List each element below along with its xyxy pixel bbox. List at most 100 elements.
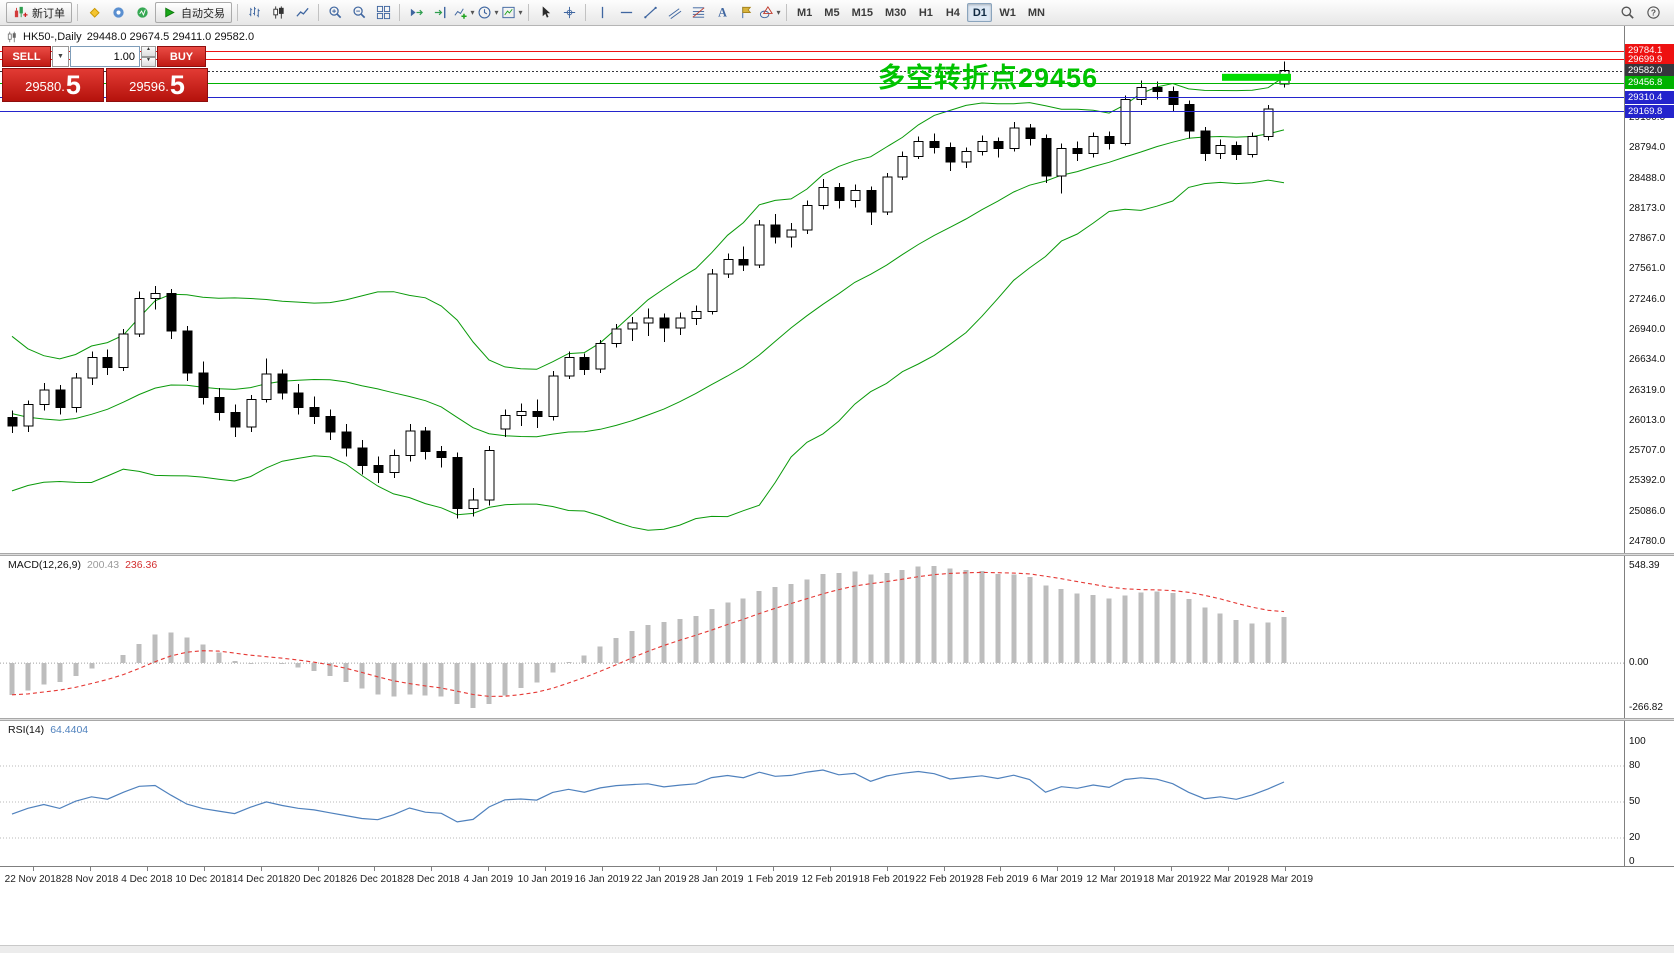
fibo-icon (692, 7, 704, 18)
shift-icon (434, 6, 445, 19)
sell-price[interactable]: 29580. 5 (2, 68, 104, 102)
time-axis-label: 18 Mar 2019 (1143, 874, 1200, 885)
chevron-down-icon: ▼ (57, 53, 64, 60)
zoom-in-icon (328, 6, 341, 19)
main-chart-canvas[interactable] (0, 26, 1624, 553)
sell-price-base: 29580. (25, 79, 65, 94)
time-axis-tick (1114, 867, 1116, 871)
price-axis-label: 26634.0 (1629, 354, 1666, 366)
autotrading-button-label: 自动交易 (181, 7, 225, 20)
price-axis-label: 28794.0 (1629, 142, 1666, 154)
clock-icon (478, 6, 491, 19)
search-icon (1621, 6, 1634, 19)
time-axis-tick (829, 867, 831, 871)
crosshair-button[interactable] (557, 2, 581, 23)
shapes-button[interactable]: ▾ (758, 2, 782, 23)
timeframe-button-mn[interactable]: MN (1027, 6, 1045, 19)
volume-input[interactable] (70, 46, 140, 67)
rsi-canvas[interactable] (0, 721, 1624, 866)
time-axis-label: 22 Feb 2019 (915, 874, 972, 885)
price-axis[interactable]: 29100.028794.028488.028173.027867.027561… (1624, 26, 1674, 553)
order-type-dropdown[interactable]: ▼ (52, 46, 69, 67)
line-chart-button[interactable] (290, 2, 314, 23)
mql-icon (89, 7, 100, 18)
price-tag: 29582.0 (1625, 64, 1674, 78)
signals-icon[interactable] (130, 2, 154, 23)
timeframe-button-m1[interactable]: M1 (797, 6, 813, 19)
trade-widget-controls: SELL ▼ ▲ ▼ BUY (2, 46, 208, 67)
text-button[interactable]: A (710, 2, 734, 23)
candles-icon (272, 6, 284, 19)
channel-button[interactable] (662, 2, 686, 23)
bollinger-lower-band (11, 179, 1285, 531)
search-button[interactable] (1615, 2, 1639, 23)
macd-canvas[interactable] (0, 556, 1624, 718)
horizontal-line-button[interactable] (614, 2, 638, 23)
autotrading-button[interactable]: 自动交易 (155, 2, 232, 23)
timeframe-button-w1[interactable]: W1 (999, 6, 1016, 19)
indicators-button[interactable]: ▾ (452, 2, 476, 23)
macd-scale-bottom: -266.82 (1629, 702, 1663, 713)
time-axis-tick (317, 867, 319, 871)
bar-chart-button[interactable] (242, 2, 266, 23)
pane-splitter[interactable] (0, 553, 1674, 556)
toolbar-separator (318, 4, 319, 21)
vertical-line-button[interactable] (590, 2, 614, 23)
chart-shift-button[interactable] (428, 2, 452, 23)
zoom-out-icon (352, 6, 365, 19)
sell-button[interactable]: SELL (2, 46, 51, 67)
spinner-up-icon[interactable]: ▲ (141, 46, 156, 57)
price-axis-label: 24780.0 (1629, 535, 1666, 547)
macd-pane: MACD(12,26,9) 200.43 236.36 548.39 0.00 -2… (0, 556, 1674, 718)
time-axis-label: 22 Mar 2019 (1200, 874, 1257, 885)
timeframe-button-m15[interactable]: M15 (851, 6, 873, 19)
time-axis-tick (203, 867, 205, 871)
new-order-icon (14, 6, 28, 18)
time-axis-label: 10 Dec 2018 (175, 874, 233, 885)
time-axis-label: 22 Jan 2019 (631, 874, 687, 885)
zoom-out-button[interactable] (347, 2, 371, 23)
timeframe-button-m30[interactable]: M30 (884, 6, 907, 19)
pane-splitter[interactable] (0, 718, 1674, 721)
trendline-button[interactable] (638, 2, 662, 23)
toolbar-separator (786, 4, 787, 21)
text-icon: A (718, 6, 727, 20)
zoom-in-button[interactable] (323, 2, 347, 23)
timeframe-button-d1[interactable]: D1 (967, 3, 993, 22)
time-axis[interactable]: 22 Nov 2018 28 Nov 2018 4 Dec 2018 10 Dec 2… (0, 866, 1674, 892)
new-order-button[interactable]: 新订单 (6, 2, 72, 23)
buy-button[interactable]: BUY (157, 46, 206, 67)
indicators-icon (454, 8, 468, 19)
time-axis-label: 28 Dec 2018 (403, 874, 460, 885)
macd-axis[interactable]: 548.39 0.00 -266.82 (1624, 556, 1674, 718)
time-axis-tick (943, 867, 945, 871)
charts-community-icon[interactable] (106, 2, 130, 23)
symbol-period-label: HK50-,Daily (23, 31, 82, 43)
help-button[interactable]: ? (1641, 2, 1665, 23)
spinner-down-icon[interactable]: ▼ (141, 56, 156, 67)
toolbar-separator (399, 4, 400, 21)
toolbar-separator (528, 4, 529, 21)
timeframe-button-h4[interactable]: H4 (945, 6, 960, 19)
price-tag: 29699.9 (1625, 52, 1674, 66)
buy-price[interactable]: 29596. 5 (106, 68, 208, 102)
templates-button[interactable]: ▾ (500, 2, 524, 23)
periods-button[interactable]: ▾ (476, 2, 500, 23)
play-icon (165, 7, 175, 18)
time-axis-label: 12 Mar 2019 (1086, 874, 1143, 885)
time-axis-tick (545, 867, 547, 871)
rsi-axis[interactable]: 100 80 50 20 0 (1624, 721, 1674, 866)
text-label-button[interactable] (734, 2, 758, 23)
time-axis-label: 6 Mar 2019 (1032, 874, 1083, 885)
cursor-button[interactable] (533, 2, 557, 23)
candle-chart-button[interactable] (266, 2, 290, 23)
tile-windows-button[interactable] (371, 2, 395, 23)
timeframe-button-m5[interactable]: M5 (824, 6, 840, 19)
mql5-market-icon[interactable] (82, 2, 106, 23)
chevron-down-icon: ▾ (776, 7, 781, 17)
chart-window: HK50-,Daily 29448.0 29674.5 29411.0 2958… (0, 26, 1674, 953)
auto-scroll-button[interactable] (404, 2, 428, 23)
timeframe-button-h1[interactable]: H1 (918, 6, 933, 19)
time-axis-tick (488, 867, 490, 871)
fibonacci-button[interactable] (686, 2, 710, 23)
